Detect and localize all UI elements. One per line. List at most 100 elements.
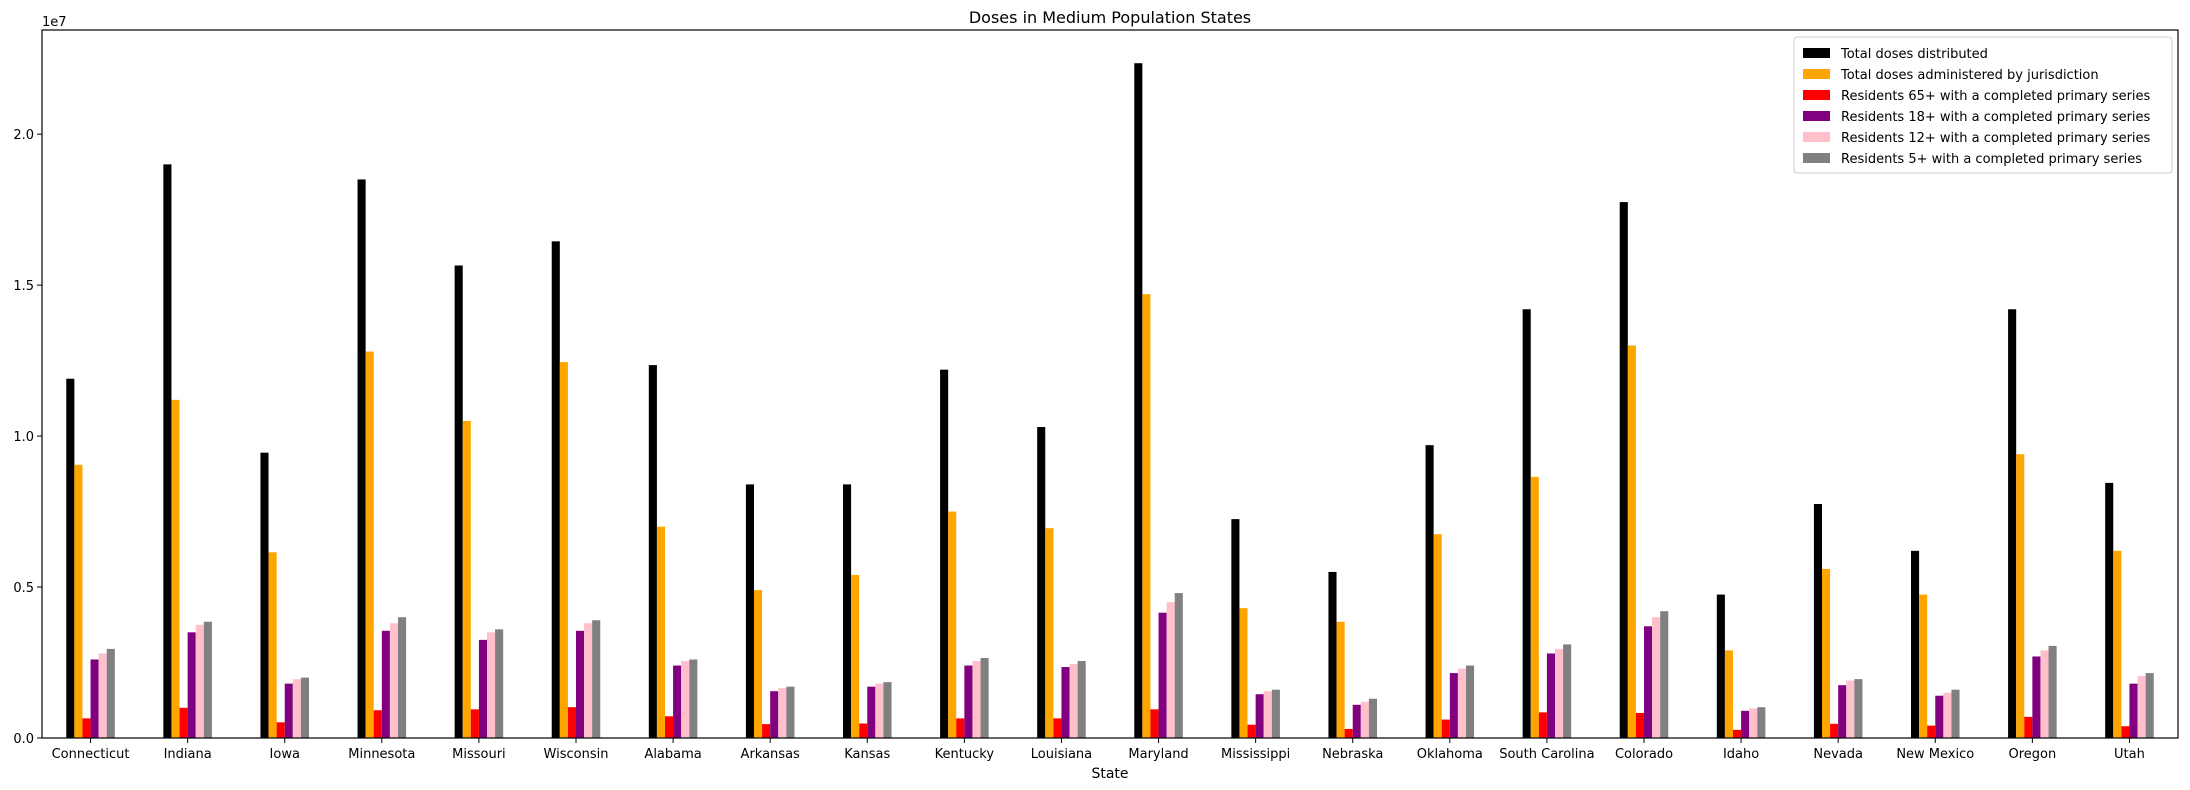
bar [1635, 712, 1644, 738]
bar [1555, 648, 1564, 738]
bar [203, 621, 212, 738]
bar [74, 464, 83, 738]
bar [948, 511, 957, 738]
bar [754, 590, 763, 738]
bar [1441, 719, 1450, 738]
bar [1061, 667, 1070, 738]
x-tick-label: Kentucky [935, 747, 995, 762]
bar [179, 707, 188, 738]
y-axis-scale-label: 1e7 [42, 15, 67, 30]
bar [1741, 710, 1750, 738]
bar [389, 623, 398, 738]
bar [1733, 729, 1742, 738]
legend-label: Residents 5+ with a completed primary se… [1841, 152, 2142, 167]
bar [365, 351, 374, 738]
x-tick-label: South Carolina [1499, 747, 1594, 762]
bar [875, 683, 884, 738]
bar [2105, 482, 2114, 738]
x-tick-label: Mississippi [1221, 747, 1290, 762]
bar [883, 682, 892, 738]
bar [1231, 519, 1240, 738]
bar [1951, 689, 1960, 738]
bar [689, 659, 698, 738]
bar [1846, 680, 1855, 738]
x-tick-label: Oklahoma [1417, 747, 1483, 762]
bar [187, 632, 196, 738]
bar [2113, 550, 2122, 738]
bar [778, 688, 787, 738]
bar [454, 265, 463, 738]
bar [462, 420, 471, 738]
bar [373, 710, 382, 738]
legend-swatch [1803, 69, 1830, 79]
bar [559, 362, 568, 738]
bar [487, 632, 496, 738]
legend-label: Total doses distributed [1840, 47, 1988, 62]
bar [66, 378, 75, 738]
bar [1546, 653, 1555, 738]
bar [1757, 707, 1766, 738]
bar [1166, 602, 1175, 738]
x-tick-label: Maryland [1128, 747, 1188, 762]
bar [956, 718, 965, 738]
bar [106, 648, 115, 738]
bar [1069, 664, 1078, 738]
bar [1911, 550, 1920, 738]
bar [2032, 656, 2041, 738]
bar [1522, 309, 1531, 738]
bar [1619, 202, 1628, 739]
legend-swatch [1803, 111, 1830, 121]
bar [98, 653, 107, 738]
bar [1457, 668, 1466, 738]
bar [2024, 716, 2033, 738]
bar [1360, 701, 1369, 738]
bar [770, 691, 779, 738]
bar [1247, 724, 1256, 738]
legend: Total doses distributed Total doses admin… [1793, 36, 2173, 174]
bar [1652, 617, 1661, 738]
bar [762, 724, 771, 738]
bar [648, 365, 657, 738]
bar [195, 624, 204, 738]
bar [1255, 694, 1264, 738]
bar [584, 623, 593, 738]
bar [1822, 568, 1831, 738]
bar [1813, 504, 1822, 738]
bar [1627, 345, 1636, 738]
bar [478, 639, 487, 738]
bar [673, 665, 682, 738]
bar [1239, 608, 1248, 738]
x-tick-label: Arkansas [741, 747, 800, 762]
bar [1538, 712, 1547, 738]
bar [1830, 723, 1839, 738]
bar [495, 629, 504, 738]
bar [1935, 695, 1944, 738]
plot-area: 0.0 0.5 1.0 1.5 2.0 Connecticut Indiana Iowa Min… [13, 63, 2154, 762]
bar [1271, 689, 1280, 738]
bar [1368, 698, 1377, 738]
x-tick-label: Colorado [1615, 747, 1673, 762]
bar [1563, 644, 1572, 738]
bar [1449, 673, 1458, 738]
bar [964, 665, 973, 738]
bar [1716, 594, 1725, 738]
bar [260, 452, 269, 738]
bar [1749, 708, 1758, 738]
bar [1053, 718, 1062, 738]
bar [1134, 63, 1143, 738]
bar [1838, 685, 1847, 738]
bar [1045, 528, 1054, 738]
bar [268, 552, 277, 738]
bar [1336, 621, 1345, 738]
bar [1037, 427, 1046, 738]
bar [470, 709, 479, 738]
bar [1943, 692, 1952, 738]
x-tick-label: Indiana [164, 747, 212, 762]
bar [357, 179, 366, 738]
y-tick-label: 2.0 [13, 128, 34, 143]
bar [1854, 679, 1863, 738]
bar [1174, 593, 1183, 738]
bar [171, 399, 180, 738]
bar [1919, 594, 1928, 738]
bar [972, 661, 981, 738]
